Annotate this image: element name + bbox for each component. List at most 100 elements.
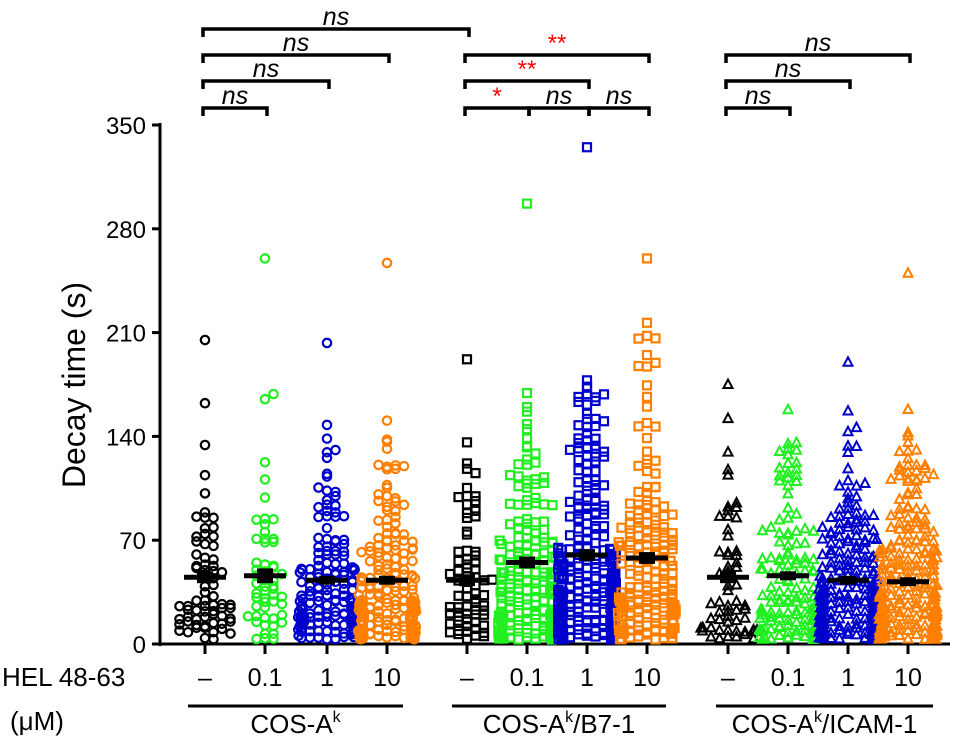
data-point [918,517,932,530]
data-point [930,550,943,563]
data-point [407,584,418,596]
data-point [901,541,915,554]
data-point [910,620,923,633]
data-point [330,486,341,498]
data-point [858,542,872,554]
data-point [398,580,410,592]
data-point [614,595,625,606]
data-point [608,553,619,564]
data-point [824,577,838,589]
data-point [453,565,464,576]
data-point [624,510,636,521]
data-point [841,495,855,508]
data-point [910,487,923,500]
data-point [521,442,533,453]
data-point [268,580,279,592]
data-point [798,551,812,563]
data-point [798,536,812,548]
data-point [927,534,940,547]
data-point [268,628,279,640]
data-point [850,420,863,433]
data-point [824,543,838,556]
data-point [573,396,584,408]
data-point [208,633,219,645]
data-point [297,593,309,605]
data-point [850,506,863,518]
data-point [554,621,565,632]
data-point [864,626,878,639]
data-point [321,447,333,458]
data-point [182,604,194,616]
data-point [390,463,401,475]
data-point [884,508,898,521]
data-point [773,534,786,547]
series-7 [612,253,681,645]
data-point [833,623,846,635]
data-point [390,505,401,517]
data-point [901,552,915,565]
data-point [641,391,653,402]
data-point [773,606,786,619]
data-point [773,619,786,631]
data-point [356,575,367,587]
data-point [633,505,644,516]
data-point [633,596,644,608]
x-tick-label: 1 [580,664,594,692]
data-point [641,253,653,264]
group-superscript: k [333,709,342,726]
data-point [918,458,932,471]
data-point [901,580,915,592]
data-point [321,337,333,349]
data-point [910,627,923,640]
data-point [841,562,855,574]
data-point [495,586,506,597]
data-point [667,528,678,539]
data-point [816,531,829,544]
data-point [513,499,524,510]
data-point [624,531,636,543]
data-point [773,593,786,605]
comparison-bracket [587,106,651,116]
data-point [208,626,219,638]
data-point [713,509,726,521]
data-point [504,549,516,560]
data-point [773,584,786,597]
data-point [910,596,923,609]
data-point [296,576,307,588]
data-point [918,461,932,474]
data-point [704,611,718,624]
data-point [321,471,333,482]
data-point [850,541,863,553]
data-point [773,595,786,608]
data-point [498,568,509,579]
data-point [208,560,219,572]
data-point [530,497,541,509]
data-point [358,612,370,623]
data-point [910,521,923,534]
group-superscript: k [814,709,823,726]
data-point [901,527,915,540]
data-point [504,498,516,509]
data-point [815,593,828,605]
data-point [867,508,880,520]
comparison-bracket [201,53,391,63]
data-point [349,563,360,575]
data-point [910,511,923,523]
data-point [191,560,202,572]
data-point [633,594,644,605]
data-point [781,605,795,618]
data-point [901,510,915,523]
data-point [496,614,507,625]
data-point [199,507,211,518]
data-point [470,564,481,575]
data-point [876,558,889,570]
x-tick-label: 10 [373,664,401,692]
data-point [259,526,271,538]
data-point [547,500,558,511]
data-point [858,476,872,489]
data-point [633,360,644,372]
data-point [633,606,644,618]
data-point [581,518,593,529]
data-point [461,491,473,502]
